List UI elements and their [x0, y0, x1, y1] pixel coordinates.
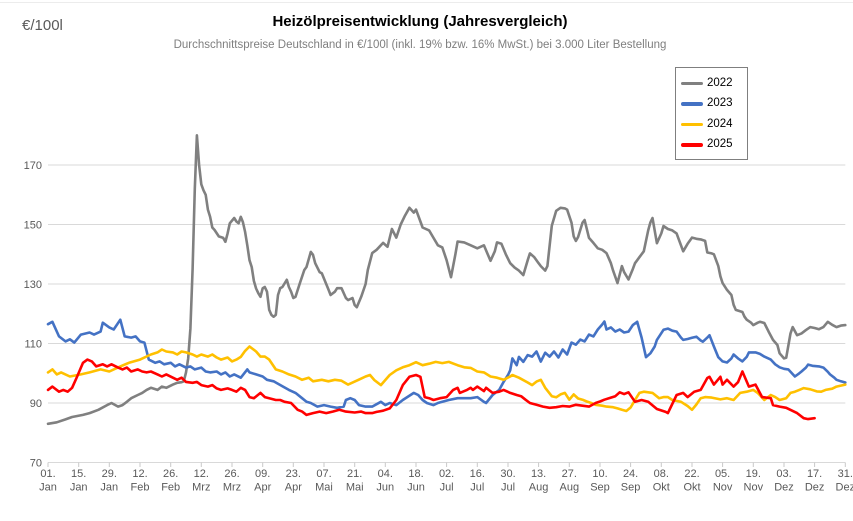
x-axis-label-24: 03. Dez	[774, 468, 794, 494]
x-axis-label-25: 17. Dez	[805, 468, 825, 494]
x-axis-label-21: 22. Okt	[683, 468, 700, 494]
x-axis-label-8: 23. Apr	[285, 468, 302, 494]
legend-swatch-2022	[681, 81, 703, 85]
series-line-2024[interactable]	[46, 345, 847, 413]
legend-swatch-2023	[681, 102, 703, 106]
legend-item-2024[interactable]: 2024	[681, 114, 747, 135]
y-axis-unit-label: €/100l	[22, 17, 63, 34]
x-axis-label-23: 19. Nov	[744, 468, 764, 494]
y-axis-label-170: 170	[24, 160, 42, 172]
legend-item-2025[interactable]: 2025	[681, 135, 747, 156]
legend-item-2022[interactable]: 2022	[681, 73, 747, 94]
y-axis-label-70: 70	[30, 458, 42, 470]
x-axis-label-26: 31. Dez	[836, 468, 853, 494]
series-line-2025[interactable]	[46, 358, 816, 421]
x-axis-label-0: 01. Jan	[39, 468, 57, 494]
x-axis-label-4: 26. Feb	[161, 468, 180, 494]
x-axis-label-16: 13. Aug	[529, 468, 549, 494]
x-axis-label-18: 10. Sep	[590, 468, 610, 494]
x-axis-label-9: 07. Mai	[315, 468, 333, 494]
legend-label-2025: 2025	[707, 138, 733, 150]
x-axis-label-3: 12. Feb	[131, 468, 150, 494]
x-axis-label-10: 21. Mai	[346, 468, 364, 494]
x-axis-label-20: 08. Okt	[653, 468, 670, 494]
chart-title: Heizölpreisentwicklung (Jahresvergleich)	[272, 13, 568, 30]
legend-label-2023: 2023	[707, 97, 733, 109]
y-axis-label-110: 110	[24, 339, 42, 351]
y-axis-label-90: 90	[30, 398, 42, 410]
legend-item-2023[interactable]: 2023	[681, 94, 747, 115]
x-axis-label-19: 24. Sep	[621, 468, 641, 494]
legend-label-2022: 2022	[707, 76, 733, 89]
x-axis-label-22: 05. Nov	[713, 468, 733, 494]
x-axis-label-1: 15. Jan	[70, 468, 88, 494]
top-border-line	[0, 2, 853, 3]
y-axis-label-130: 130	[24, 279, 42, 291]
legend-swatch-2024	[681, 122, 703, 126]
x-axis-label-6: 26. Mrz	[223, 468, 241, 494]
x-axis-label-14: 16. Jul	[470, 468, 485, 494]
chart-subtitle: Durchschnittspreise Deutschland in €/100…	[173, 39, 667, 51]
x-axis-label-17: 27. Aug	[560, 468, 580, 494]
x-axis-label-11: 04. Jun	[376, 468, 394, 494]
series-line-2022[interactable]	[46, 134, 847, 426]
x-axis-label-13: 02. Jul	[439, 468, 454, 494]
legend: 2022 2023 2024 2025	[675, 67, 748, 160]
series-line-2023[interactable]	[46, 318, 847, 410]
legend-label-2024: 2024	[707, 117, 733, 130]
legend-swatch-2025	[681, 143, 703, 147]
x-axis-label-15: 30. Jul	[500, 468, 515, 494]
x-axis-label-5: 12. Mrz	[192, 468, 210, 494]
x-axis-label-12: 18. Jun	[407, 468, 425, 494]
y-axis-label-150: 150	[24, 220, 42, 232]
x-axis-label-2: 29. Jan	[100, 468, 118, 494]
x-axis-label-7: 09. Apr	[254, 468, 271, 494]
